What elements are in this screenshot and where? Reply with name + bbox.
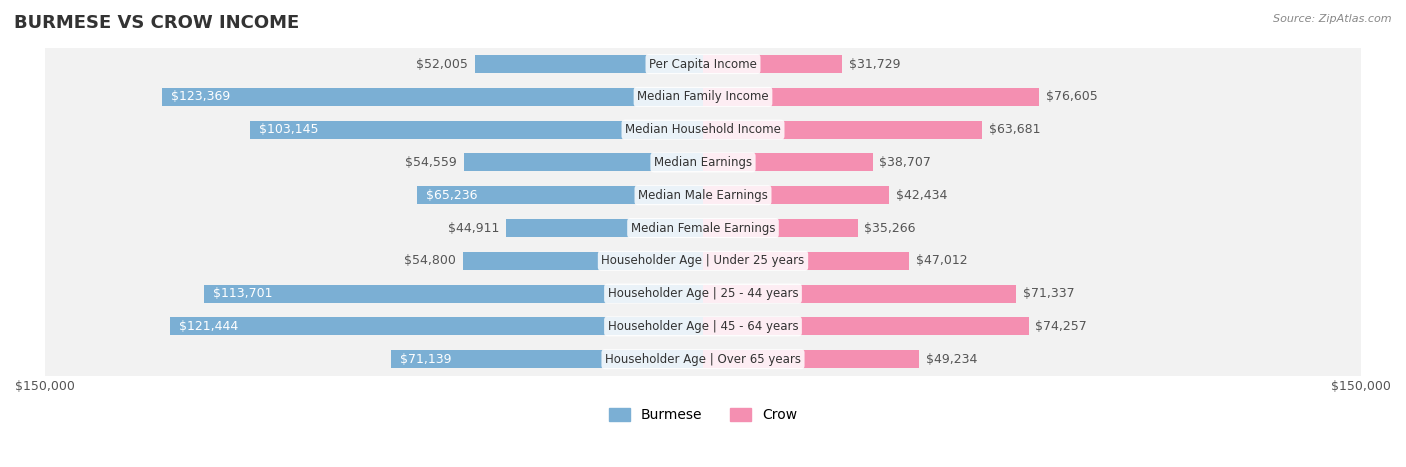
Bar (703, 318, 1029, 335)
Text: $38,707: $38,707 (879, 156, 931, 169)
Bar (45, 212, 1361, 244)
Bar (703, 284, 1017, 303)
Text: $54,800: $54,800 (404, 255, 456, 267)
Text: $63,681: $63,681 (988, 123, 1040, 136)
Bar (45, 48, 1361, 80)
Bar (45, 80, 1361, 113)
Bar (703, 154, 873, 171)
Bar (464, 154, 703, 171)
Bar (45, 113, 1361, 146)
Bar (703, 219, 858, 237)
Text: $54,559: $54,559 (405, 156, 457, 169)
Bar (703, 186, 889, 204)
Text: $71,139: $71,139 (399, 353, 451, 366)
Text: $65,236: $65,236 (426, 189, 477, 202)
Bar (475, 55, 703, 73)
Bar (391, 350, 703, 368)
Text: $103,145: $103,145 (259, 123, 319, 136)
Text: Source: ZipAtlas.com: Source: ZipAtlas.com (1274, 14, 1392, 24)
Text: $52,005: $52,005 (416, 57, 468, 71)
Text: BURMESE VS CROW INCOME: BURMESE VS CROW INCOME (14, 14, 299, 32)
Bar (45, 146, 1361, 179)
Text: Median Family Income: Median Family Income (637, 91, 769, 103)
Text: Median Male Earnings: Median Male Earnings (638, 189, 768, 202)
Text: $49,234: $49,234 (925, 353, 977, 366)
Bar (506, 219, 703, 237)
Text: Householder Age | 45 - 64 years: Householder Age | 45 - 64 years (607, 320, 799, 333)
Text: $47,012: $47,012 (915, 255, 967, 267)
Text: $42,434: $42,434 (896, 189, 948, 202)
Text: $74,257: $74,257 (1035, 320, 1087, 333)
Bar (250, 120, 703, 139)
Text: $123,369: $123,369 (170, 91, 229, 103)
Bar (703, 350, 920, 368)
Bar (204, 284, 703, 303)
Bar (45, 343, 1361, 375)
Text: $71,337: $71,337 (1022, 287, 1074, 300)
Bar (703, 120, 983, 139)
Bar (45, 277, 1361, 310)
Bar (45, 179, 1361, 212)
Bar (703, 252, 910, 270)
Text: Householder Age | Over 65 years: Householder Age | Over 65 years (605, 353, 801, 366)
Text: $31,729: $31,729 (849, 57, 900, 71)
Bar (416, 186, 703, 204)
Text: $35,266: $35,266 (865, 221, 915, 234)
Text: Householder Age | 25 - 44 years: Householder Age | 25 - 44 years (607, 287, 799, 300)
Text: Median Female Earnings: Median Female Earnings (631, 221, 775, 234)
Bar (703, 55, 842, 73)
Bar (45, 310, 1361, 343)
Text: $113,701: $113,701 (212, 287, 273, 300)
Text: Per Capita Income: Per Capita Income (650, 57, 756, 71)
Text: Median Household Income: Median Household Income (626, 123, 780, 136)
Legend: Burmese, Crow: Burmese, Crow (603, 403, 803, 428)
Bar (170, 318, 703, 335)
Text: $44,911: $44,911 (449, 221, 499, 234)
Bar (162, 88, 703, 106)
Text: $121,444: $121,444 (179, 320, 238, 333)
Bar (463, 252, 703, 270)
Text: Median Earnings: Median Earnings (654, 156, 752, 169)
Bar (45, 244, 1361, 277)
Text: Householder Age | Under 25 years: Householder Age | Under 25 years (602, 255, 804, 267)
Text: $76,605: $76,605 (1046, 91, 1098, 103)
Bar (703, 88, 1039, 106)
